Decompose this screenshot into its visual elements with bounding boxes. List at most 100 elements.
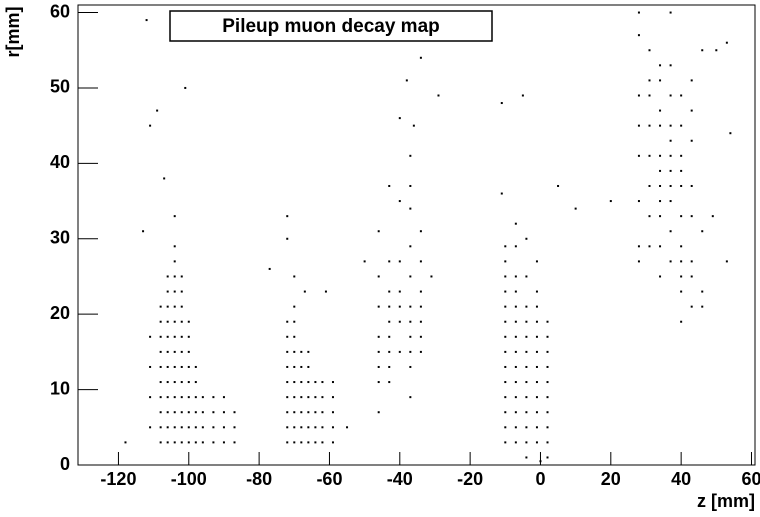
point	[166, 426, 169, 429]
point	[286, 441, 289, 444]
point	[286, 365, 289, 368]
point	[535, 305, 538, 308]
point	[535, 350, 538, 353]
point	[409, 350, 412, 353]
point	[173, 215, 176, 218]
plot-frame	[77, 4, 756, 466]
point	[690, 275, 693, 278]
point	[187, 350, 190, 353]
point	[212, 396, 215, 399]
point	[535, 260, 538, 263]
point	[331, 426, 334, 429]
point	[194, 426, 197, 429]
point	[377, 365, 380, 368]
point	[194, 441, 197, 444]
x-tick-label: -40	[387, 469, 413, 489]
point	[159, 365, 162, 368]
x-tick-label: -100	[171, 469, 207, 489]
point	[419, 260, 422, 263]
point	[504, 365, 507, 368]
point	[201, 426, 204, 429]
point	[637, 200, 640, 203]
point	[680, 260, 683, 263]
point	[546, 411, 549, 414]
point	[525, 381, 528, 384]
point	[300, 396, 303, 399]
point	[180, 290, 183, 293]
point	[286, 320, 289, 323]
y-tick-label: 50	[50, 77, 70, 97]
point	[669, 94, 672, 97]
point	[286, 237, 289, 240]
y-tick-label: 60	[50, 1, 70, 21]
point	[233, 441, 236, 444]
point	[233, 426, 236, 429]
point	[331, 411, 334, 414]
point	[149, 396, 152, 399]
x-tick-label: -20	[457, 469, 483, 489]
point	[546, 396, 549, 399]
point	[346, 426, 349, 429]
point	[514, 365, 517, 368]
point	[300, 441, 303, 444]
point	[539, 460, 542, 463]
point	[377, 350, 380, 353]
point	[535, 411, 538, 414]
y-tick-label: 10	[50, 378, 70, 398]
point	[286, 426, 289, 429]
point	[711, 215, 714, 218]
point	[321, 441, 324, 444]
point	[409, 184, 412, 187]
point	[690, 215, 693, 218]
point	[286, 411, 289, 414]
point	[648, 154, 651, 157]
point	[546, 456, 549, 459]
point	[409, 305, 412, 308]
point	[504, 245, 507, 248]
point	[303, 290, 306, 293]
point	[307, 411, 310, 414]
point	[648, 94, 651, 97]
point	[180, 381, 183, 384]
point	[669, 200, 672, 203]
point	[525, 396, 528, 399]
point	[659, 275, 662, 278]
point	[574, 207, 577, 210]
point	[331, 381, 334, 384]
point	[504, 396, 507, 399]
point	[398, 260, 401, 263]
point	[659, 124, 662, 127]
point	[286, 335, 289, 338]
point	[419, 320, 422, 323]
point	[293, 426, 296, 429]
point	[669, 260, 672, 263]
point	[659, 154, 662, 157]
point	[159, 305, 162, 308]
point	[546, 426, 549, 429]
point	[173, 396, 176, 399]
point	[331, 396, 334, 399]
point	[286, 396, 289, 399]
point	[212, 411, 215, 414]
point	[187, 441, 190, 444]
point	[409, 320, 412, 323]
point	[525, 441, 528, 444]
point	[321, 396, 324, 399]
point	[307, 381, 310, 384]
point	[159, 320, 162, 323]
point	[173, 365, 176, 368]
point	[504, 350, 507, 353]
point	[159, 335, 162, 338]
x-tick-label: 0	[535, 469, 545, 489]
point	[324, 290, 327, 293]
point	[514, 350, 517, 353]
point	[222, 426, 225, 429]
point	[525, 335, 528, 338]
point	[659, 169, 662, 172]
point	[637, 11, 640, 14]
point	[388, 381, 391, 384]
point	[142, 230, 145, 233]
point	[535, 381, 538, 384]
point	[546, 381, 549, 384]
point	[690, 139, 693, 142]
